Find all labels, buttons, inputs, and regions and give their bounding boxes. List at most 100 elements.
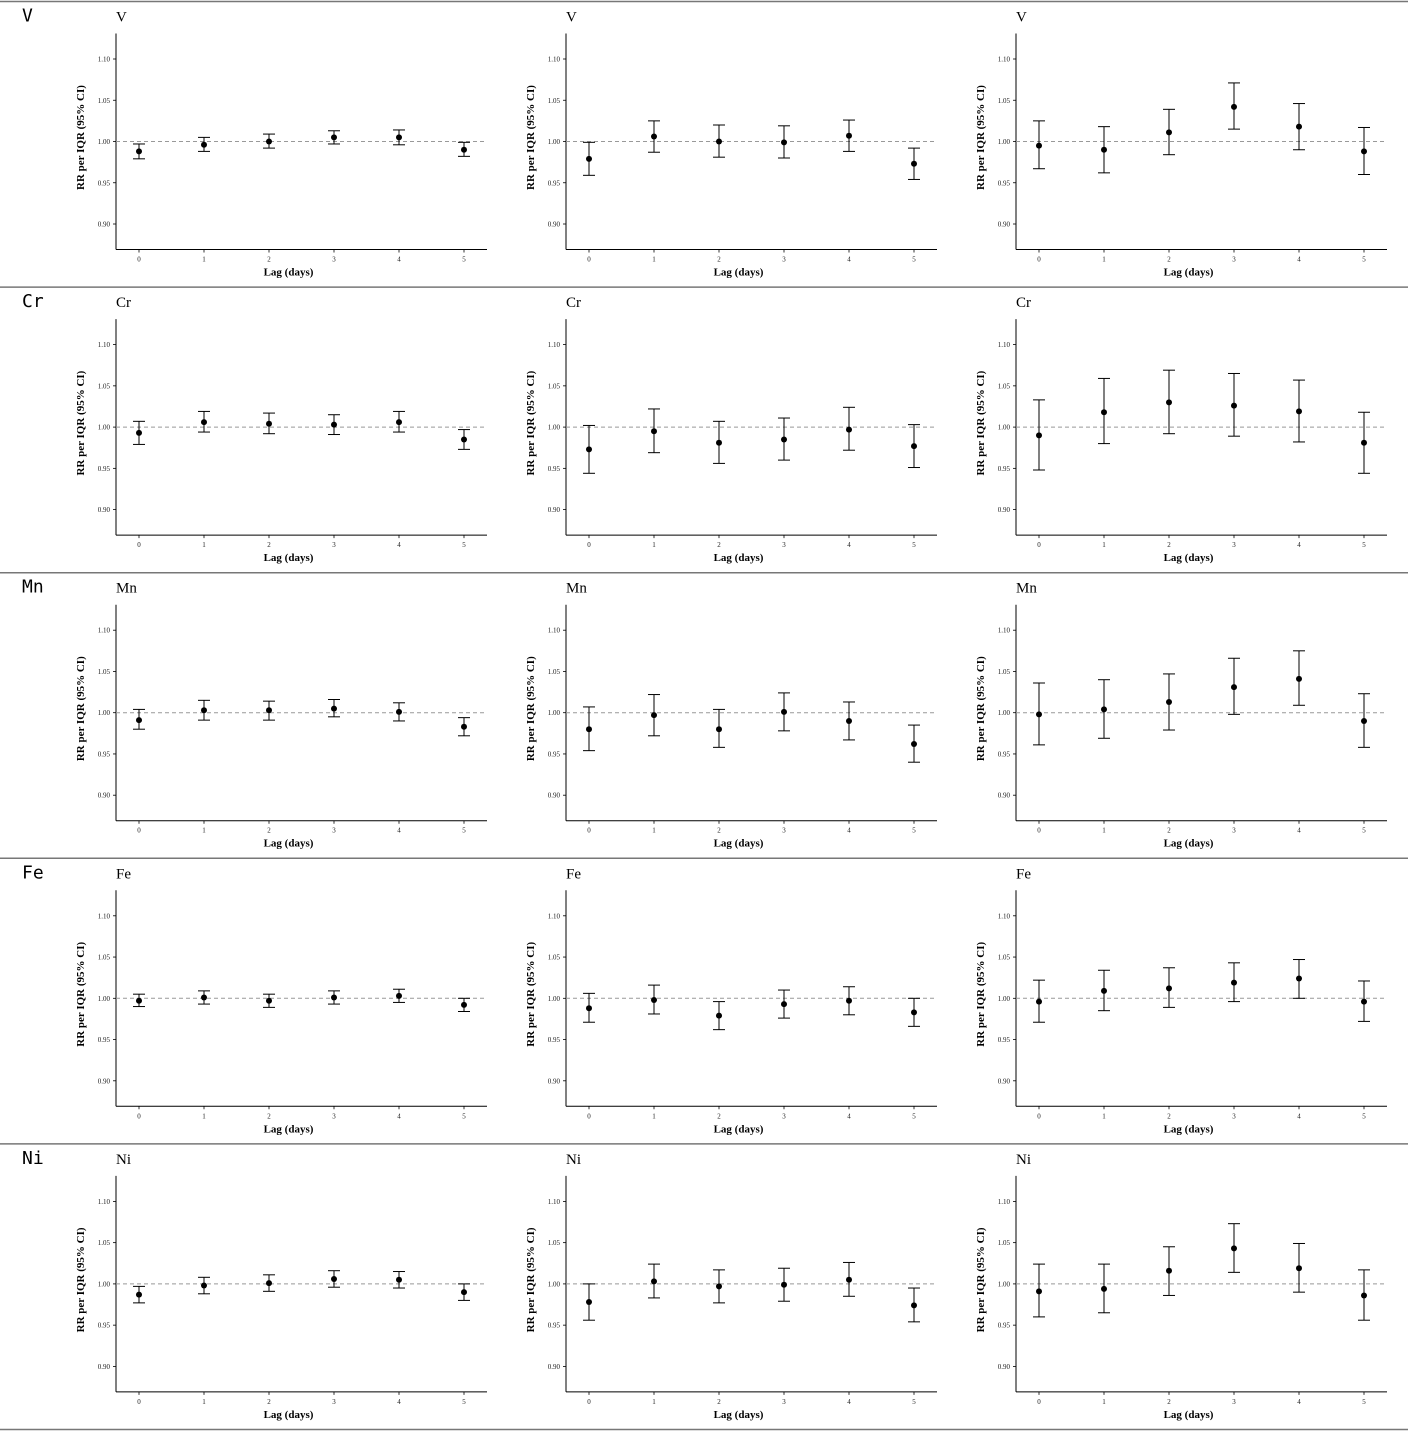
x-axis-title: Lag (days) xyxy=(714,838,764,850)
y-tick-label: 0.90 xyxy=(548,506,561,514)
x-tick-label: 1 xyxy=(1102,256,1106,264)
x-tick-label: 1 xyxy=(1102,541,1106,549)
panel-Ni-2: Ni 0.90 0.95 1.00 1.05 1.10 0 1 2 3 4 5 Lag (days) RR… xyxy=(525,1152,937,1421)
panel-Fe-3: Fe 0.90 0.95 1.00 1.05 1.10 0 1 2 3 4 5 Lag (days) RR… xyxy=(975,866,1387,1135)
x-tick-label: 2 xyxy=(1167,827,1171,835)
x-tick-label: 0 xyxy=(137,256,141,264)
data-point xyxy=(1296,675,1302,682)
data-point xyxy=(781,1281,787,1288)
x-tick-label: 0 xyxy=(587,1398,591,1406)
x-tick-label: 4 xyxy=(1297,827,1301,835)
x-tick-label: 0 xyxy=(1037,256,1041,264)
y-tick-label: 1.05 xyxy=(548,954,561,962)
y-axis-title: RR per IQR (95% CI) xyxy=(975,656,987,761)
data-point xyxy=(136,1291,142,1298)
x-tick-label: 2 xyxy=(1167,541,1171,549)
panel-title: Fe xyxy=(1016,866,1031,882)
data-point xyxy=(201,1282,207,1289)
x-axis-title: Lag (days) xyxy=(1164,838,1214,850)
x-axis-title: Lag (days) xyxy=(714,552,764,564)
x-tick-label: 1 xyxy=(1102,1398,1106,1406)
y-tick-label: 0.95 xyxy=(998,1322,1011,1330)
data-point xyxy=(911,1302,917,1309)
x-tick-label: 0 xyxy=(587,827,591,835)
data-point xyxy=(716,1283,722,1290)
data-point xyxy=(1231,103,1237,110)
data-point xyxy=(911,160,917,167)
x-tick-label: 2 xyxy=(267,827,271,835)
x-axis-title: Lag (days) xyxy=(264,1409,314,1421)
y-axis-title: RR per IQR (95% CI) xyxy=(75,942,87,1047)
y-tick-label: 1.10 xyxy=(98,341,111,349)
x-tick-label: 5 xyxy=(912,1398,916,1406)
y-tick-label: 0.95 xyxy=(548,1322,561,1330)
data-point xyxy=(201,994,207,1001)
x-axis-title: Lag (days) xyxy=(1164,552,1214,564)
data-point xyxy=(461,723,467,730)
y-tick-label: 0.95 xyxy=(548,750,561,758)
data-point xyxy=(331,1275,337,1282)
data-point xyxy=(846,426,852,433)
data-point xyxy=(846,997,852,1004)
y-tick-label: 1.05 xyxy=(998,668,1011,676)
y-tick-label: 1.00 xyxy=(98,709,111,717)
x-tick-label: 0 xyxy=(587,256,591,264)
data-point xyxy=(266,1280,272,1287)
x-tick-label: 0 xyxy=(1037,1398,1041,1406)
x-tick-label: 3 xyxy=(332,1398,336,1406)
data-point xyxy=(396,1276,402,1283)
data-point xyxy=(1231,402,1237,409)
panel-V-1: V V 0.90 0.95 1.00 1.05 1.10 0 1 2 3 4 5 Lag (days) RR… xyxy=(22,6,487,279)
panel-title: Ni xyxy=(1016,1152,1031,1168)
row-label: V xyxy=(22,6,33,27)
panel-Cr-3: Cr 0.90 0.95 1.00 1.05 1.10 0 1 2 3 4 5 Lag (days) RR… xyxy=(975,295,1387,564)
x-tick-label: 4 xyxy=(847,827,851,835)
panel-title: Ni xyxy=(116,1152,131,1168)
y-tick-label: 1.10 xyxy=(98,627,111,635)
data-point xyxy=(266,707,272,714)
x-tick-label: 5 xyxy=(1362,1398,1366,1406)
y-tick-label: 1.05 xyxy=(998,1239,1011,1247)
x-tick-label: 2 xyxy=(1167,256,1171,264)
y-tick-label: 1.10 xyxy=(998,1198,1011,1206)
data-point xyxy=(781,139,787,146)
x-axis-title: Lag (days) xyxy=(1164,1123,1214,1135)
y-tick-label: 1.00 xyxy=(998,138,1011,146)
data-point xyxy=(201,141,207,148)
y-tick-label: 1.05 xyxy=(548,668,561,676)
data-point xyxy=(201,419,207,426)
x-tick-label: 2 xyxy=(1167,1398,1171,1406)
x-tick-label: 1 xyxy=(202,1112,206,1120)
y-tick-label: 1.05 xyxy=(98,668,111,676)
x-tick-label: 4 xyxy=(397,1112,401,1120)
y-axis-title: RR per IQR (95% CI) xyxy=(975,942,987,1047)
y-axis-title: RR per IQR (95% CI) xyxy=(525,1227,537,1332)
x-tick-label: 0 xyxy=(1037,541,1041,549)
data-point xyxy=(1231,979,1237,986)
y-tick-label: 0.90 xyxy=(998,1077,1011,1085)
y-tick-label: 0.90 xyxy=(998,506,1011,514)
data-point xyxy=(396,419,402,426)
y-axis-title: RR per IQR (95% CI) xyxy=(975,85,987,190)
data-point xyxy=(1361,717,1367,724)
data-point xyxy=(846,1276,852,1283)
y-tick-label: 1.00 xyxy=(998,424,1011,432)
y-tick-label: 0.95 xyxy=(548,465,561,473)
x-tick-label: 3 xyxy=(782,1112,786,1120)
data-point xyxy=(1166,129,1172,136)
y-tick-label: 1.00 xyxy=(548,1280,561,1288)
y-axis-title: RR per IQR (95% CI) xyxy=(525,942,537,1047)
data-point xyxy=(1166,399,1172,406)
data-point xyxy=(1166,985,1172,992)
x-tick-label: 4 xyxy=(397,541,401,549)
y-tick-label: 1.10 xyxy=(998,56,1011,64)
x-tick-label: 0 xyxy=(1037,1112,1041,1120)
x-tick-label: 0 xyxy=(587,1112,591,1120)
data-point xyxy=(1166,698,1172,705)
y-tick-label: 0.90 xyxy=(548,221,561,229)
y-tick-label: 0.95 xyxy=(548,179,561,187)
y-tick-label: 1.10 xyxy=(548,56,561,64)
x-tick-label: 5 xyxy=(462,1398,466,1406)
y-tick-label: 0.95 xyxy=(998,750,1011,758)
x-tick-label: 4 xyxy=(1297,1112,1301,1120)
